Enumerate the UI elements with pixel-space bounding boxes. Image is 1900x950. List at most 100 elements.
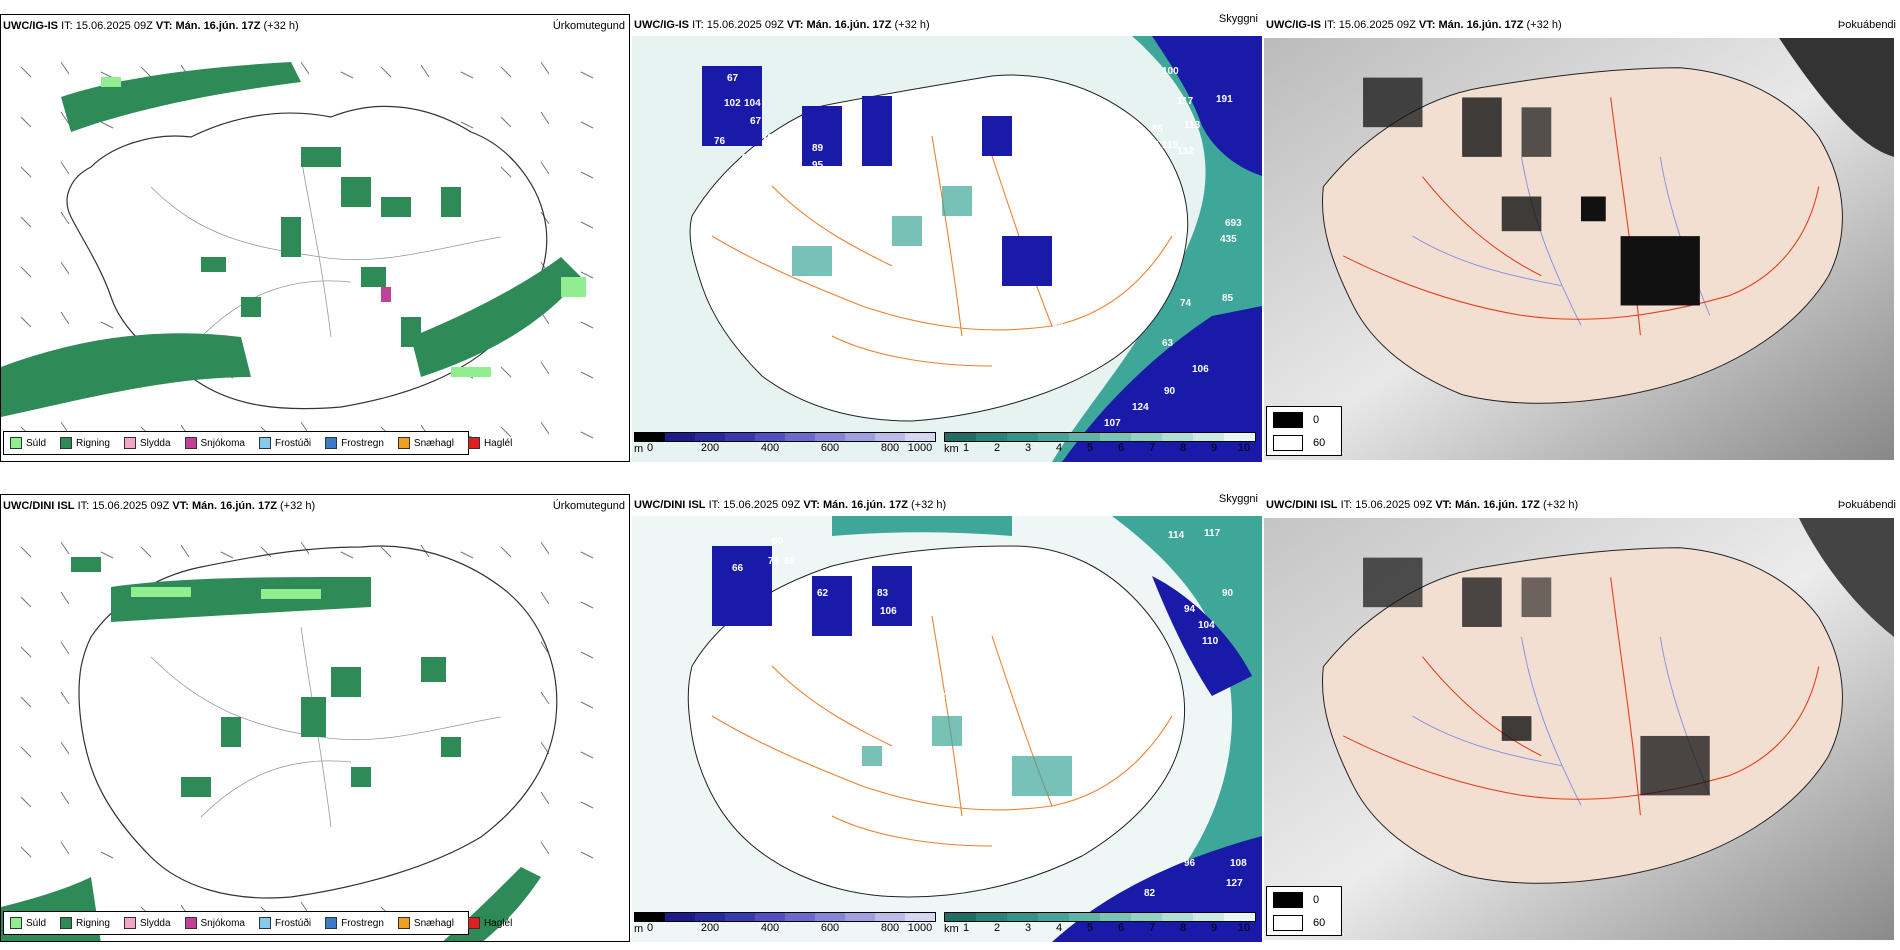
iceland-land: [1322, 547, 1843, 884]
legend-item: Súld: [10, 917, 46, 929]
rain-band-south: [1, 333, 251, 417]
svg-text:82: 82: [1144, 888, 1156, 899]
precip-legend: Súld Rigning Slydda Snjókoma Frostúði Fr…: [3, 911, 512, 935]
svg-text:113: 113: [1184, 120, 1201, 131]
svg-text:54: 54: [928, 576, 940, 587]
legend-item: Slydda: [123, 437, 171, 449]
svg-text:100: 100: [1162, 66, 1179, 77]
svg-text:94: 94: [1184, 604, 1196, 615]
vis-labels: 67 102 104 67 79 76 92 109 89 95 100 117…: [714, 66, 1242, 429]
drizzle-cells: [101, 77, 586, 377]
vis-map: 60 66 75 69 62 74 71 63 83 106 54 52 91 …: [632, 516, 1262, 942]
svg-text:66: 66: [732, 563, 744, 574]
svg-text:86: 86: [1032, 303, 1044, 314]
legend-item: Súld: [10, 437, 46, 449]
product-title: Þokuábendi: [1837, 499, 1896, 511]
panel-header: UWC/IG-IS IT: 15.06.2025 09Z VT: Mán. 16…: [1264, 14, 1900, 36]
svg-text:109: 109: [752, 178, 769, 189]
svg-text:85: 85: [1152, 124, 1164, 135]
svg-text:63: 63: [787, 620, 799, 631]
model-name: UWC/IG-IS: [3, 20, 58, 32]
fog-legend: 0 60: [1266, 406, 1342, 456]
precip-legend: Súld Rigning Slydda Snjókoma Frostúði Fr…: [3, 431, 512, 455]
svg-text:104: 104: [1198, 620, 1215, 631]
svg-text:69: 69: [784, 556, 796, 567]
fog-map: [1264, 518, 1894, 940]
fog-cells: [1363, 77, 1700, 306]
svg-text:83: 83: [877, 588, 889, 599]
svg-text:132: 132: [1177, 146, 1194, 157]
legend-item: 60: [1267, 913, 1341, 933]
svg-text:697: 697: [1077, 300, 1094, 311]
legend-item: Haglél: [467, 917, 512, 929]
svg-text:92: 92: [742, 153, 754, 164]
svg-text:110: 110: [1202, 636, 1219, 647]
svg-text:89: 89: [812, 143, 824, 154]
svg-text:71: 71: [772, 606, 784, 617]
svg-text:74: 74: [782, 588, 794, 599]
svg-text:76: 76: [714, 136, 726, 147]
legend-item: Frostúði: [258, 437, 311, 449]
mid-vis-cells: [792, 186, 972, 276]
rain-cells: [71, 557, 461, 797]
legend-item: Slydda: [123, 917, 171, 929]
svg-text:79: 79: [762, 133, 774, 144]
svg-text:108: 108: [1230, 858, 1247, 869]
panel-precip-top: UWC/IG-IS IT: 15.06.2025 09Z VT: Mán. 16…: [0, 14, 630, 462]
panel-fog-top: UWC/IG-IS IT: 15.06.2025 09Z VT: Mán. 16…: [1264, 14, 1900, 462]
panel-fog-bottom: UWC/DINI ISL IT: 15.06.2025 09Z VT: Mán.…: [1264, 494, 1900, 942]
svg-text:102: 102: [724, 98, 741, 109]
panel-header: UWC/DINI ISL IT: 15.06.2025 09Z VT: Mán.…: [1, 495, 629, 517]
legend-item: Rigning: [60, 437, 110, 449]
svg-text:67: 67: [750, 116, 762, 127]
fog-legend: 0 60: [1266, 886, 1342, 936]
svg-text:693: 693: [1225, 218, 1242, 229]
svg-text:106: 106: [880, 606, 897, 617]
product-title: Úrkomutegund: [552, 20, 625, 32]
rain-band-east: [411, 257, 581, 377]
svg-text:107: 107: [1104, 418, 1121, 429]
elevation-colorbar: m 0 200 400 600 800 1000: [634, 910, 940, 940]
rain-cells: [201, 147, 461, 347]
legend-item: Snjókoma: [184, 437, 245, 449]
svg-text:95: 95: [812, 160, 824, 171]
svg-text:104: 104: [744, 98, 761, 109]
panel-header: UWC/IG-IS IT: 15.06.2025 09Z VT: Mán. 16…: [1, 15, 629, 37]
legend-item: Snæhagl: [397, 917, 454, 929]
panel-header: UWC/DINI ISL IT: 15.06.2025 09Z VT: Mán.…: [632, 494, 1262, 516]
panel-header: UWC/DINI ISL IT: 15.06.2025 09Z VT: Mán.…: [1264, 494, 1900, 516]
iceland-outline: [78, 545, 558, 899]
legend-item: Snjókoma: [184, 917, 245, 929]
svg-text:96: 96: [1184, 858, 1196, 869]
rain-band-north: [111, 577, 371, 622]
svg-text:62: 62: [817, 588, 829, 599]
svg-text:77: 77: [1042, 730, 1054, 741]
snow-cell: [381, 287, 391, 302]
low-vis-cells: [702, 66, 1052, 286]
product-title: Skyggni: [1218, 494, 1258, 505]
precip-map: [1, 541, 594, 941]
mid-vis-cells: [862, 716, 1072, 796]
svg-text:90: 90: [1222, 588, 1234, 599]
svg-text:80: 80: [1052, 318, 1064, 329]
svg-text:105: 105: [1142, 140, 1159, 151]
init-time: 15.06.2025 09Z: [75, 20, 153, 32]
svg-text:90: 90: [1164, 386, 1176, 397]
svg-text:124: 124: [1132, 402, 1149, 413]
valid-time: Mán. 16.jún. 17Z: [175, 20, 261, 32]
legend-item: 0: [1267, 410, 1341, 430]
svg-text:435: 435: [1220, 234, 1237, 245]
svg-text:74: 74: [1180, 298, 1192, 309]
panel-vis-top: UWC/IG-IS IT: 15.06.2025 09Z VT: Mán. 16…: [632, 14, 1262, 462]
product-title: Þokuábendi: [1837, 19, 1896, 31]
iceland-land: [1322, 67, 1843, 404]
svg-text:60: 60: [772, 536, 784, 547]
legend-item: 60: [1267, 433, 1341, 453]
svg-text:117: 117: [1177, 96, 1194, 107]
panel-vis-bottom: UWC/DINI ISL IT: 15.06.2025 09Z VT: Mán.…: [632, 494, 1262, 942]
elevation-colorbar: m 0 200 400 600 800 1000: [634, 430, 940, 460]
roads-grey: [150, 156, 502, 338]
svg-text:91: 91: [932, 606, 944, 617]
lead-time: (+32 h): [263, 20, 299, 32]
fog-cells: [1363, 557, 1710, 796]
